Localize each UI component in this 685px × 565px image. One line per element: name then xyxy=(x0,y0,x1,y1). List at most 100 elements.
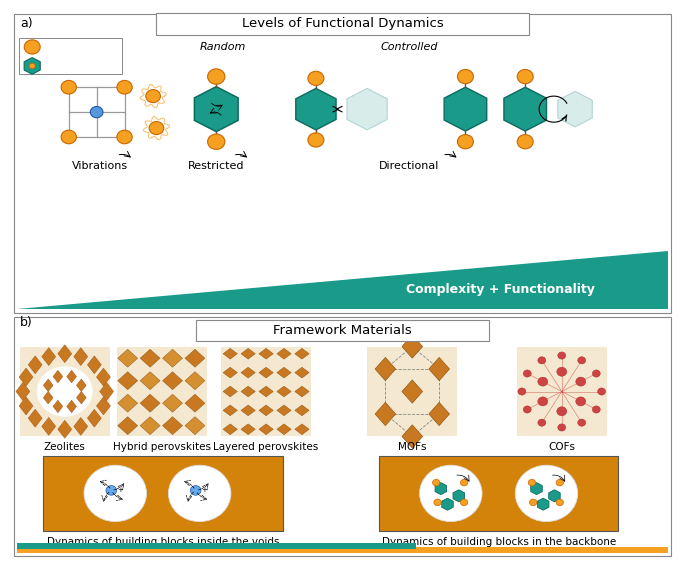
FancyBboxPatch shape xyxy=(221,346,311,436)
Polygon shape xyxy=(429,357,449,381)
Polygon shape xyxy=(16,383,30,401)
Circle shape xyxy=(169,465,231,521)
Polygon shape xyxy=(277,386,291,397)
Polygon shape xyxy=(162,372,182,390)
Polygon shape xyxy=(223,367,238,378)
Polygon shape xyxy=(185,394,205,412)
Polygon shape xyxy=(259,349,273,359)
Text: Framework Materials: Framework Materials xyxy=(273,324,412,337)
Circle shape xyxy=(556,499,564,506)
Circle shape xyxy=(308,71,324,85)
Polygon shape xyxy=(259,405,273,416)
Polygon shape xyxy=(118,394,138,412)
Polygon shape xyxy=(538,498,549,510)
FancyBboxPatch shape xyxy=(156,12,529,35)
Text: Controlled: Controlled xyxy=(380,42,438,52)
Circle shape xyxy=(538,419,546,426)
Text: Complexity + Functionality: Complexity + Functionality xyxy=(406,283,595,296)
FancyBboxPatch shape xyxy=(379,456,619,531)
Polygon shape xyxy=(77,379,86,392)
Circle shape xyxy=(557,367,566,376)
Polygon shape xyxy=(74,347,88,366)
Polygon shape xyxy=(259,386,273,397)
Polygon shape xyxy=(375,357,396,381)
Circle shape xyxy=(208,134,225,149)
Polygon shape xyxy=(241,349,256,359)
Polygon shape xyxy=(162,416,182,434)
Circle shape xyxy=(208,69,225,84)
Polygon shape xyxy=(223,349,238,359)
Polygon shape xyxy=(42,347,55,366)
Circle shape xyxy=(577,419,586,426)
Polygon shape xyxy=(295,386,309,397)
Polygon shape xyxy=(43,379,53,392)
Polygon shape xyxy=(504,87,547,131)
Polygon shape xyxy=(259,367,273,378)
Circle shape xyxy=(434,499,441,506)
Polygon shape xyxy=(43,392,53,404)
Text: a): a) xyxy=(21,17,33,30)
FancyBboxPatch shape xyxy=(17,547,668,553)
Text: Dynamics of building blocks in the backbone: Dynamics of building blocks in the backb… xyxy=(382,537,616,547)
Circle shape xyxy=(518,388,526,395)
Circle shape xyxy=(117,130,132,144)
Circle shape xyxy=(432,479,440,486)
Circle shape xyxy=(538,357,546,364)
Circle shape xyxy=(106,485,116,495)
Circle shape xyxy=(576,377,586,386)
Polygon shape xyxy=(66,400,77,413)
Polygon shape xyxy=(19,397,33,415)
Polygon shape xyxy=(53,400,63,413)
Polygon shape xyxy=(140,394,160,412)
Polygon shape xyxy=(241,386,256,397)
Polygon shape xyxy=(88,356,101,374)
Polygon shape xyxy=(241,367,256,378)
Polygon shape xyxy=(402,335,423,358)
Circle shape xyxy=(556,479,564,486)
Circle shape xyxy=(460,499,468,506)
Polygon shape xyxy=(58,345,72,363)
Polygon shape xyxy=(241,405,256,416)
Polygon shape xyxy=(118,349,138,367)
Polygon shape xyxy=(74,418,88,436)
Polygon shape xyxy=(223,424,238,434)
Polygon shape xyxy=(295,367,309,378)
Circle shape xyxy=(558,424,566,431)
Polygon shape xyxy=(97,368,110,386)
Circle shape xyxy=(61,130,77,144)
Circle shape xyxy=(460,479,468,486)
Polygon shape xyxy=(97,397,110,415)
Text: +: + xyxy=(117,488,123,493)
Polygon shape xyxy=(223,405,238,416)
Polygon shape xyxy=(295,424,309,434)
Polygon shape xyxy=(277,367,291,378)
Polygon shape xyxy=(66,370,77,383)
Text: Dynamics of building blocks inside the voids: Dynamics of building blocks inside the v… xyxy=(47,537,279,547)
Polygon shape xyxy=(241,424,256,434)
Polygon shape xyxy=(435,483,447,494)
Text: Linker: Linker xyxy=(45,61,77,71)
FancyBboxPatch shape xyxy=(517,346,607,436)
Circle shape xyxy=(523,370,532,377)
Text: Levels of Functional Dynamics: Levels of Functional Dynamics xyxy=(242,18,443,31)
Circle shape xyxy=(61,80,77,94)
Polygon shape xyxy=(259,424,273,434)
Circle shape xyxy=(308,133,324,147)
FancyBboxPatch shape xyxy=(367,346,457,436)
Circle shape xyxy=(576,397,586,406)
Polygon shape xyxy=(28,409,42,427)
Circle shape xyxy=(528,479,536,486)
Polygon shape xyxy=(99,383,114,401)
Polygon shape xyxy=(185,372,205,390)
Text: Directional: Directional xyxy=(379,161,439,171)
Polygon shape xyxy=(531,483,543,494)
Polygon shape xyxy=(162,349,182,367)
Polygon shape xyxy=(558,92,593,127)
FancyBboxPatch shape xyxy=(117,346,207,436)
Circle shape xyxy=(420,465,482,521)
Polygon shape xyxy=(140,349,160,367)
Circle shape xyxy=(538,377,548,386)
Polygon shape xyxy=(195,86,238,132)
Polygon shape xyxy=(58,420,72,438)
Circle shape xyxy=(517,69,533,84)
